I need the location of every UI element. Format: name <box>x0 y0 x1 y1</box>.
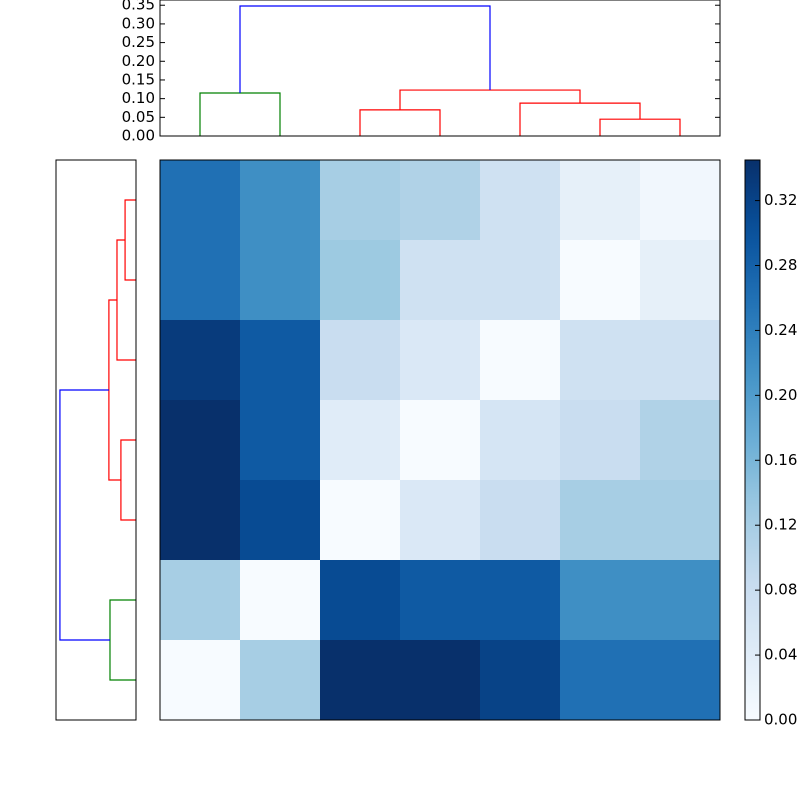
dendrogram-link <box>519 102 641 136</box>
heatmap-cell <box>400 160 481 241</box>
heatmap-cell <box>400 640 481 721</box>
heatmap-cell <box>560 320 641 401</box>
heatmap-cell <box>240 320 321 401</box>
y-tick-label: 0.15 <box>122 70 155 88</box>
heatmap-cell <box>560 240 641 321</box>
heatmap-cell <box>320 480 401 561</box>
dendrogram-link <box>359 109 441 136</box>
heatmap-cell <box>480 160 561 241</box>
colorbar-tick-label: 0.16 <box>764 451 797 469</box>
heatmap-cell <box>400 400 481 481</box>
heatmap-cell <box>640 640 721 721</box>
colorbar-tick-label: 0.24 <box>764 321 797 339</box>
heatmap-cell <box>640 480 721 561</box>
heatmap-cell <box>160 480 241 561</box>
heatmap-cell <box>160 400 241 481</box>
heatmap-cell <box>160 160 241 241</box>
colorbar-tick-label: 0.04 <box>764 646 797 664</box>
dendrogram-link <box>108 299 121 481</box>
heatmap-cell <box>560 560 641 641</box>
heatmap-cell <box>160 240 241 321</box>
dendrogram-link <box>199 92 281 136</box>
heatmap-cell <box>480 320 561 401</box>
heatmap-cell <box>320 640 401 721</box>
y-tick-label: 0.30 <box>122 14 155 32</box>
y-tick-label: 0.20 <box>122 52 155 70</box>
axes-frame <box>159 0 721 137</box>
heatmap-cell <box>480 640 561 721</box>
heatmap-cell <box>640 400 721 481</box>
dendrogram-link <box>116 239 136 361</box>
heatmap-cell <box>240 400 321 481</box>
heatmap-cell <box>160 320 241 401</box>
colorbar-tick-label: 0.08 <box>764 581 797 599</box>
heatmap-cell <box>560 160 641 241</box>
heatmap-cell <box>240 560 321 641</box>
heatmap-cell <box>480 480 561 561</box>
heatmap-cell <box>240 480 321 561</box>
heatmap-cell <box>320 560 401 641</box>
axes-frame <box>55 159 137 721</box>
heatmap-cell <box>480 560 561 641</box>
heatmap-cell <box>640 240 721 321</box>
dendrogram-link <box>399 89 581 110</box>
heatmap-cell <box>320 400 401 481</box>
heatmap-cell <box>400 480 481 561</box>
heatmap-cell <box>480 400 561 481</box>
dendrogram-link <box>120 439 136 521</box>
colorbar-tick-label: 0.20 <box>764 386 797 404</box>
heatmap-cell <box>240 160 321 241</box>
y-tick-label: 0.05 <box>122 108 155 126</box>
heatmap-cell <box>400 560 481 641</box>
dendrogram-link <box>124 199 136 281</box>
heatmap-cell <box>640 160 721 241</box>
y-tick-label: 0.35 <box>122 0 155 14</box>
y-tick-label: 0.00 <box>122 127 155 145</box>
heatmap-cell <box>320 320 401 401</box>
heatmap-cell <box>480 240 561 321</box>
colorbar-tick-label: 0.32 <box>764 191 797 209</box>
colorbar-tick-label: 0.00 <box>764 711 797 729</box>
heatmap-cell <box>240 640 321 721</box>
dendrogram-link <box>599 118 681 136</box>
dendrogram-link <box>109 599 136 681</box>
heatmap-cell <box>560 480 641 561</box>
heatmap-cell <box>560 400 641 481</box>
heatmap-cell <box>640 320 721 401</box>
axes-frame <box>159 159 721 721</box>
heatmap-cell <box>400 320 481 401</box>
y-tick-label: 0.25 <box>122 33 155 51</box>
heatmap-cell <box>240 240 321 321</box>
dendrogram-link <box>59 389 110 641</box>
heatmap-cell <box>160 640 241 721</box>
dendrogram-link <box>239 5 491 94</box>
heatmap-cell <box>560 640 641 721</box>
y-tick-label: 0.10 <box>122 89 155 107</box>
heatmap-cell <box>320 240 401 321</box>
colorbar-tick-label: 0.28 <box>764 256 797 274</box>
colorbar <box>744 159 761 721</box>
heatmap-cell <box>160 560 241 641</box>
heatmap-cell <box>320 160 401 241</box>
colorbar-tick-label: 0.12 <box>764 516 797 534</box>
heatmap-cell <box>640 560 721 641</box>
heatmap-cell <box>400 240 481 321</box>
